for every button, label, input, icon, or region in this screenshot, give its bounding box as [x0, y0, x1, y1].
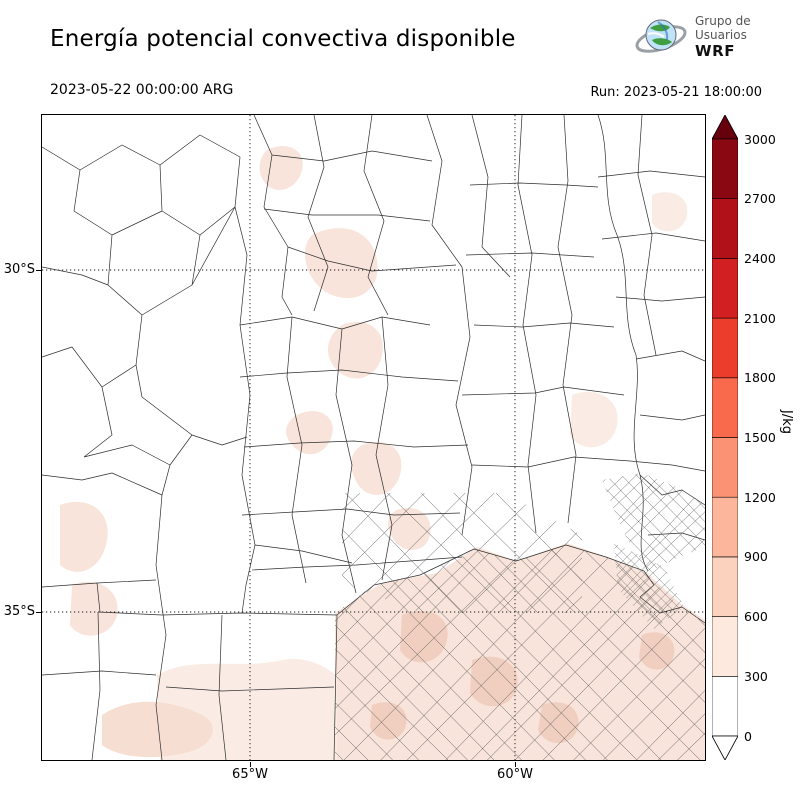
colorbar-tick-label: 1200: [744, 489, 776, 505]
boundaries-northwest: [42, 134, 248, 496]
wrf-logo: Grupo de Usuarios WRF: [634, 10, 751, 64]
colorbar-tick-label: 1500: [744, 430, 776, 445]
province-boundaries: [42, 115, 705, 760]
axis-tick-35s: [36, 612, 41, 613]
axis-tick-65w: [250, 762, 251, 767]
ba-department-mesh: [335, 545, 705, 760]
logo-line-wrf: WRF: [695, 42, 736, 61]
wrf-logo-text: Grupo de Usuarios WRF: [695, 14, 751, 61]
lat-label-35s: 35°S: [3, 604, 35, 619]
colorbar-tick-label: 0: [744, 728, 752, 744]
graticule: [42, 115, 705, 760]
boundaries-north-center: [253, 115, 631, 536]
colorbar-tick-label: 2100: [744, 310, 776, 326]
south-santafe-department-mesh: [342, 493, 582, 613]
axis-tick-30s: [36, 270, 41, 271]
page-title: Energía potencial convectiva disponible: [50, 26, 516, 52]
colorbar-tick-label: 2400: [744, 250, 776, 266]
entre-rios-department-mesh: [602, 473, 705, 571]
lat-label-30s: 30°S: [3, 262, 35, 277]
colorbar-tick-label: 2700: [744, 191, 776, 207]
colorbar-tick-label: 600: [744, 609, 768, 625]
cape-shading: [60, 146, 705, 760]
boundaries-southwest: [42, 494, 353, 760]
metro-department-mesh: [614, 543, 684, 629]
axis-tick-60w: [515, 762, 516, 767]
boundaries-east: [597, 115, 705, 572]
valid-time-label: 2023-05-22 00:00:00 ARG: [50, 82, 234, 98]
lon-label-60w: 60°W: [497, 767, 533, 782]
logo-line-2: Usuarios: [695, 28, 747, 42]
colorbar-tick-label: 900: [744, 549, 768, 565]
colorbar: [711, 114, 739, 761]
colorbar-tick-label: 300: [744, 668, 768, 684]
colorbar-unit-label: J/kg: [779, 410, 794, 434]
cape-map: [42, 115, 705, 760]
map-frame: [41, 114, 706, 761]
boundaries-cordoba: [234, 206, 469, 614]
globe-icon: [635, 19, 687, 53]
logo-line-1: Grupo de: [695, 13, 751, 28]
lon-label-65w: 65°W: [232, 767, 268, 782]
boundaries-buenos-aires-outline: [336, 544, 705, 624]
colorbar-tick-label: 3000: [744, 131, 776, 147]
run-time-label: Run: 2023-05-21 18:00:00: [590, 85, 762, 100]
colorbar-gradient: [711, 114, 739, 761]
colorbar-tick-label: 1800: [744, 370, 776, 386]
colorbar-ticks: 0 300 600 900 1200 1500 1800 2100 2400 2700 3000: [744, 115, 792, 760]
